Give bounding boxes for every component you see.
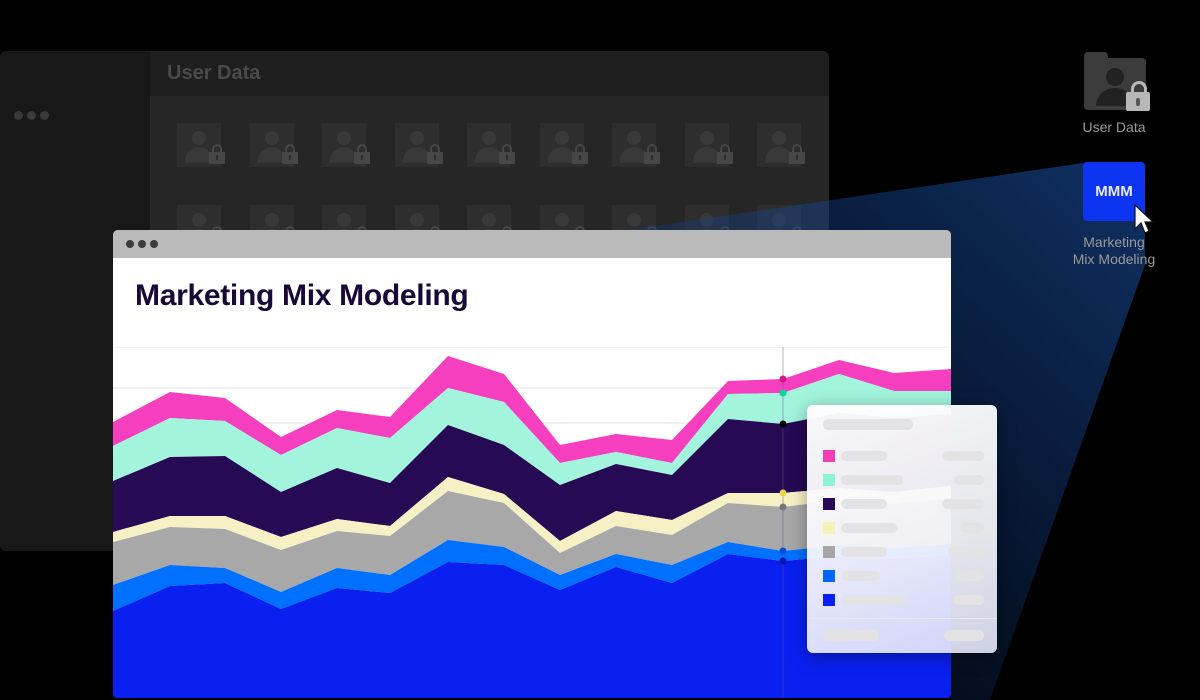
locked-user-tile[interactable] <box>757 123 805 167</box>
mmm-tile-text: MMM <box>1095 183 1133 200</box>
tooltip-header-placeholder <box>823 419 913 430</box>
user-icon <box>192 131 206 145</box>
user-icon <box>482 213 496 227</box>
lock-icon <box>789 144 805 164</box>
window-titlebar[interactable] <box>113 230 951 258</box>
user-body <box>475 147 503 163</box>
user-icon <box>554 131 569 145</box>
legend-value-placeholder <box>942 451 984 461</box>
locked-user-tile[interactable] <box>612 123 660 167</box>
user-body <box>402 147 431 163</box>
user-body <box>185 147 213 163</box>
window-controls[interactable] <box>14 111 49 120</box>
locked-folder-icon[interactable] <box>1084 52 1150 111</box>
legend-swatch <box>823 450 835 462</box>
desktop-icon-label: Marketing Mix Modeling <box>1054 234 1174 268</box>
minimize-dot[interactable] <box>138 240 146 248</box>
legend-value-placeholder <box>954 571 984 581</box>
user-icon <box>192 213 206 227</box>
user-icon <box>627 213 641 227</box>
user-body <box>330 147 358 163</box>
user-body <box>765 147 793 163</box>
user-data-title: User Data <box>167 62 261 84</box>
legend-label-placeholder <box>841 571 880 581</box>
user-icon <box>337 213 351 227</box>
lock-icon <box>499 144 515 164</box>
minimize-dot[interactable] <box>27 111 36 120</box>
legend-label-placeholder <box>841 451 887 461</box>
user-icon <box>409 213 424 227</box>
lock-icon <box>426 144 443 164</box>
legend-swatch <box>823 522 835 534</box>
locked-user-tile[interactable] <box>322 123 370 167</box>
user-icon <box>699 213 714 227</box>
user-icon <box>409 131 424 145</box>
locked-user-tile[interactable] <box>394 123 443 167</box>
user-icon <box>627 131 641 145</box>
legend-label-placeholder <box>841 499 887 509</box>
user-body <box>620 147 648 163</box>
label-line-2: Mix Modeling <box>1072 251 1156 267</box>
locked-user-tile[interactable] <box>177 123 225 167</box>
lock-icon <box>571 144 588 164</box>
user-body <box>257 147 286 163</box>
legend-swatch <box>823 474 835 486</box>
lock-icon <box>354 144 370 164</box>
locked-user-tile[interactable] <box>249 123 298 167</box>
maximize-dot[interactable] <box>40 111 49 120</box>
window-controls[interactable] <box>126 240 158 248</box>
page-title: Marketing Mix Modeling <box>135 279 469 312</box>
legend-value-placeholder <box>942 499 984 509</box>
lock-icon <box>209 144 225 164</box>
locked-user-tile[interactable] <box>539 123 588 167</box>
user-icon <box>264 131 279 145</box>
user-icon <box>699 131 714 145</box>
tooltip-footer-value-placeholder <box>944 630 984 641</box>
legend-value-placeholder <box>948 547 984 557</box>
locked-user-tile[interactable] <box>684 123 733 167</box>
lock-icon <box>281 144 298 164</box>
close-dot[interactable] <box>14 111 23 120</box>
legend-label-placeholder <box>841 595 905 605</box>
legend-label-placeholder <box>841 523 898 533</box>
legend-label-placeholder <box>841 475 903 485</box>
user-icon <box>264 213 279 227</box>
label-line-1: Marketing <box>1083 234 1145 250</box>
chart-tooltip <box>807 405 997 653</box>
legend-swatch <box>823 498 835 510</box>
legend-value-placeholder <box>954 475 984 485</box>
maximize-dot[interactable] <box>150 240 158 248</box>
locked-user-tile[interactable] <box>467 123 515 167</box>
lock-icon <box>644 144 660 164</box>
user-icon <box>772 131 786 145</box>
pointer-cursor-icon <box>1134 204 1155 234</box>
user-body <box>692 147 721 163</box>
user-icon <box>482 131 496 145</box>
close-dot[interactable] <box>126 240 134 248</box>
user-icon <box>554 213 569 227</box>
legend-swatch <box>823 594 835 606</box>
user-icon <box>337 131 351 145</box>
user-icon <box>772 213 786 227</box>
tooltip-divider <box>807 618 997 619</box>
desktop-icon-label: User Data <box>1082 119 1146 135</box>
legend-swatch <box>823 570 835 582</box>
legend-value-placeholder <box>954 595 984 605</box>
legend-value-placeholder <box>960 523 984 533</box>
legend-label-placeholder <box>841 547 887 557</box>
legend-swatch <box>823 546 835 558</box>
lock-icon <box>1126 81 1150 111</box>
lock-icon <box>716 144 733 164</box>
user-body <box>547 147 576 163</box>
tooltip-footer-label-placeholder <box>823 630 879 641</box>
